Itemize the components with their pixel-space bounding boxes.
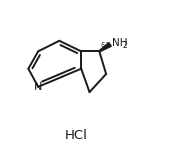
Text: &1: &1 — [101, 42, 111, 48]
Text: N: N — [34, 82, 42, 92]
Text: NH: NH — [112, 38, 128, 48]
Text: HCl: HCl — [64, 129, 87, 142]
Text: 2: 2 — [123, 42, 128, 50]
Polygon shape — [99, 43, 111, 52]
